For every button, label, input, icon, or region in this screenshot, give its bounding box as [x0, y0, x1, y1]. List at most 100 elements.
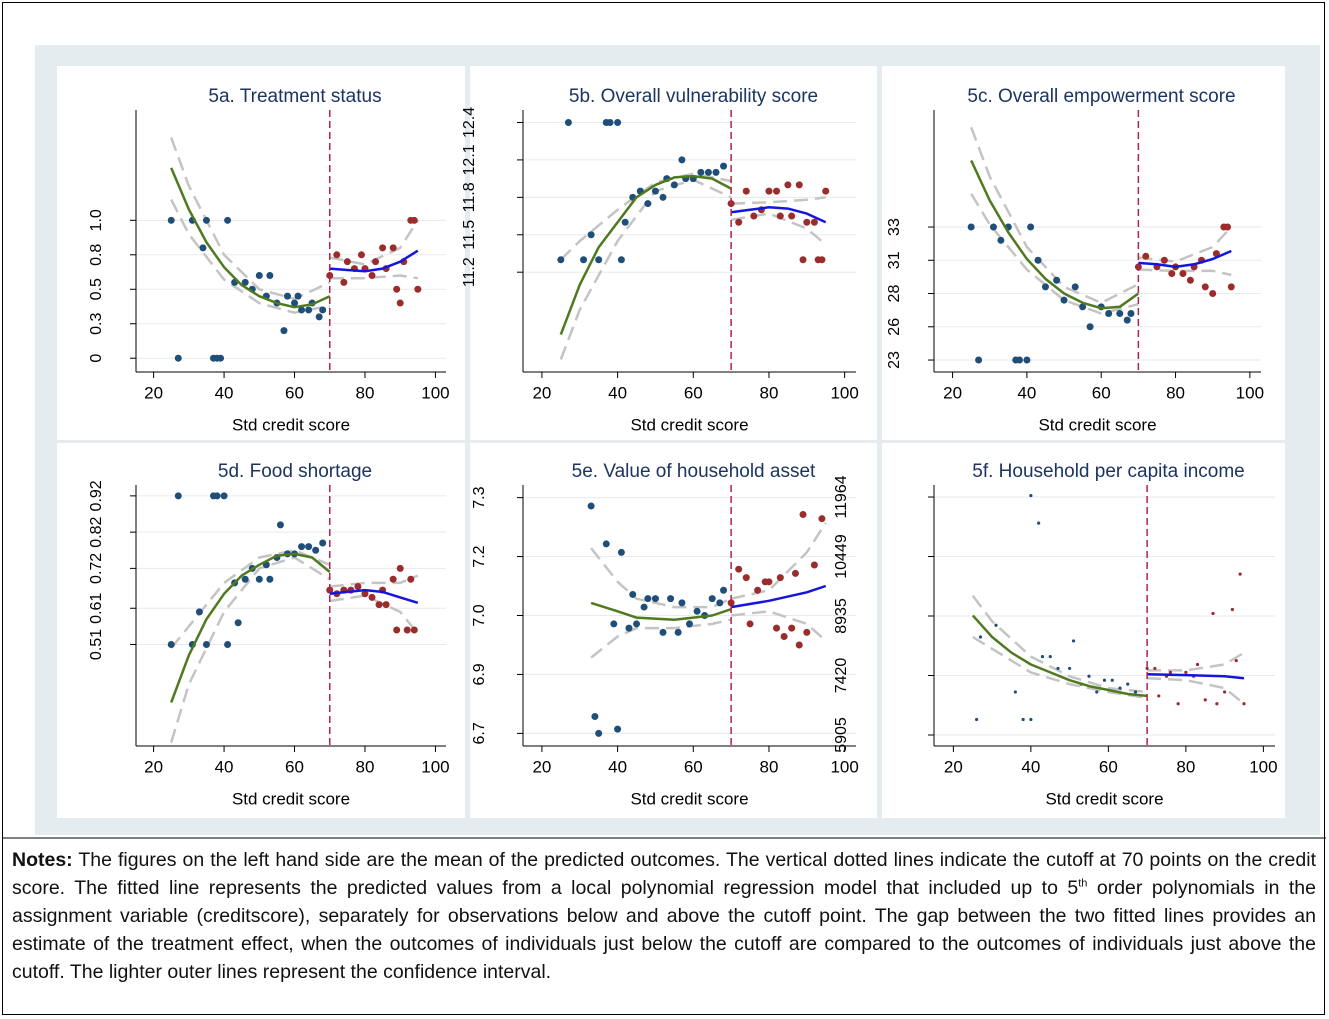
- x-axis-label: Std credit score: [232, 789, 350, 808]
- confidence-line: [329, 274, 418, 280]
- notes-label: Notes:: [12, 849, 73, 871]
- data-point: [1186, 276, 1194, 284]
- x-tick-label: 60: [285, 757, 304, 776]
- data-point: [298, 543, 306, 551]
- confidence-line: [730, 212, 827, 246]
- data-point: [202, 641, 210, 648]
- data-point: [1087, 674, 1091, 678]
- data-point: [720, 162, 728, 170]
- data-point: [788, 624, 796, 632]
- confidence-line: [1147, 651, 1245, 672]
- data-point: [315, 313, 323, 321]
- fit-line: [329, 588, 419, 604]
- data-point: [735, 565, 743, 573]
- confidence-line: [971, 595, 1148, 694]
- x-tick-label: 40: [1017, 383, 1036, 402]
- x-tick-label: 40: [1021, 757, 1040, 776]
- y-tick-label: 0.72: [88, 553, 105, 584]
- data-point: [742, 574, 750, 582]
- data-point: [372, 258, 380, 266]
- data-point: [625, 624, 633, 632]
- y-tick-label: 1.0: [88, 209, 105, 231]
- x-tick-label: 100: [421, 757, 449, 776]
- data-point: [1029, 717, 1033, 722]
- data-point: [989, 223, 997, 231]
- y-tick-label: 0: [88, 354, 105, 363]
- data-point: [674, 628, 682, 636]
- x-tick-label: 20: [532, 383, 551, 402]
- panel: 23 26 28 31 33 20 40 60 80 100 5c. Overall empower…: [886, 86, 1264, 434]
- data-point: [644, 200, 652, 208]
- fit-line: [170, 552, 331, 703]
- x-tick-label: 80: [760, 383, 779, 402]
- y-tick-label: 0.92: [88, 480, 105, 511]
- data-point: [291, 299, 299, 307]
- x-tick-label: 40: [215, 757, 234, 776]
- y-tick-label: 7.3: [471, 486, 488, 508]
- panel-title: 5f. Household per capita income: [972, 461, 1245, 482]
- data-point: [414, 285, 422, 293]
- data-point: [368, 593, 376, 601]
- data-point: [305, 543, 313, 551]
- fit-line: [170, 167, 331, 309]
- x-axis-label: Std credit score: [1045, 789, 1163, 808]
- data-point: [393, 285, 401, 293]
- data-point: [776, 212, 784, 220]
- data-point: [795, 181, 803, 189]
- data-point: [1118, 686, 1122, 690]
- data-point: [587, 231, 595, 239]
- data-point: [354, 583, 362, 590]
- y-tick-label: 26: [886, 318, 903, 336]
- panel-title: 5b. Overall vulnerability score: [569, 86, 818, 107]
- x-tick-label: 100: [1249, 757, 1277, 776]
- data-point: [1215, 702, 1219, 706]
- fit-line: [1147, 673, 1245, 680]
- data-point: [693, 607, 701, 615]
- confidence-line: [1147, 676, 1245, 705]
- data-point: [587, 502, 595, 510]
- data-point: [1227, 283, 1235, 291]
- x-tick-label: 20: [144, 757, 163, 776]
- confidence-line: [590, 547, 732, 609]
- x-tick-label: 20: [532, 757, 551, 776]
- data-point: [678, 599, 686, 607]
- x-tick-label: 80: [356, 757, 375, 776]
- x-tick-label: 80: [760, 757, 779, 776]
- x-tick-label: 60: [1092, 383, 1111, 402]
- data-point: [389, 244, 397, 252]
- panel-background: [470, 66, 877, 440]
- data-point: [614, 725, 622, 733]
- panel-background: [882, 443, 1285, 818]
- data-point: [651, 187, 659, 195]
- data-point: [1168, 270, 1176, 278]
- data-point: [1153, 666, 1157, 671]
- data-point: [375, 601, 383, 609]
- data-point: [1201, 283, 1209, 291]
- data-point: [1110, 678, 1114, 682]
- data-point: [557, 256, 565, 264]
- data-point: [403, 626, 411, 634]
- data-point: [810, 218, 818, 226]
- x-tick-label: 60: [684, 757, 703, 776]
- data-point: [742, 187, 750, 195]
- data-point: [776, 574, 784, 582]
- data-point: [967, 223, 975, 231]
- data-point: [1224, 223, 1232, 231]
- data-point: [735, 218, 743, 226]
- data-point: [765, 578, 773, 586]
- data-point: [1223, 690, 1227, 694]
- confidence-line: [972, 635, 1148, 700]
- data-point: [1179, 270, 1187, 278]
- data-point: [361, 590, 369, 598]
- data-point: [784, 181, 792, 189]
- data-point: [1021, 717, 1025, 722]
- y-tick-label: 7420: [833, 658, 850, 694]
- x-tick-label: 40: [215, 383, 234, 402]
- x-tick-label: 20: [144, 383, 163, 402]
- data-point: [799, 256, 807, 264]
- data-point: [312, 546, 320, 554]
- data-point: [1048, 655, 1052, 659]
- x-tick-label: 60: [1099, 757, 1118, 776]
- fit-line: [559, 174, 732, 336]
